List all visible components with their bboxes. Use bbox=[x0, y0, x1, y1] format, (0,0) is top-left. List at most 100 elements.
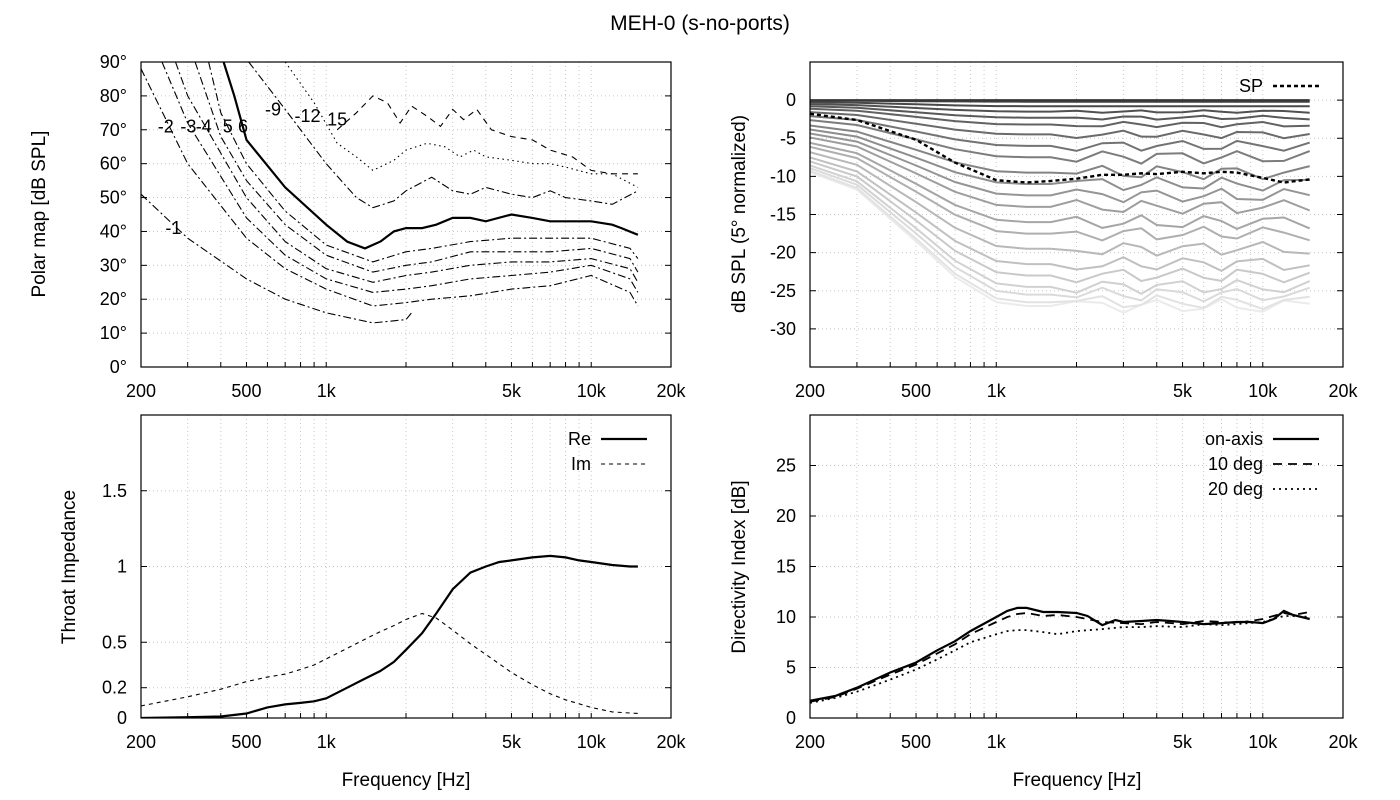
polar-response-line bbox=[810, 151, 1310, 257]
contour-line bbox=[284, 62, 639, 188]
plot-area bbox=[810, 606, 1310, 704]
legend-label: 20 deg bbox=[1208, 479, 1263, 499]
y-tick-label: 30° bbox=[100, 255, 127, 275]
di-curve bbox=[810, 606, 1310, 702]
y-tick-label: -5 bbox=[780, 128, 796, 148]
impedance-xlabel: Frequency [Hz] bbox=[342, 770, 471, 791]
contour-label: 6 bbox=[238, 116, 248, 136]
spl-panel: 200 500 1k 5k 10k 20k 0 -5 -10 -15 -20 -25 -30 SP bbox=[770, 61, 1359, 401]
legend-label: 10 deg bbox=[1208, 454, 1263, 474]
polar-response-line bbox=[810, 115, 1310, 152]
x-tick-label: 20k bbox=[656, 732, 686, 752]
polar-response-line bbox=[810, 132, 1310, 204]
y-tick-label: 40° bbox=[100, 221, 127, 241]
y-tick-label: -10 bbox=[770, 166, 796, 186]
contour-line bbox=[141, 68, 639, 307]
polar-response-line bbox=[810, 119, 1311, 165]
y-tick-label: -20 bbox=[770, 243, 796, 263]
y-tick-label: 0° bbox=[110, 357, 127, 377]
figure-title: MEH-0 (s-no-ports) bbox=[610, 12, 790, 35]
y-tick-label: 20 bbox=[776, 506, 796, 526]
contour-line bbox=[174, 62, 639, 283]
impedance-ylabel: Throat Impedance bbox=[59, 490, 80, 644]
y-tick-label: -25 bbox=[770, 281, 796, 301]
polar-response-line bbox=[810, 101, 1310, 108]
plot-frame bbox=[809, 414, 1344, 719]
x-tick-label: 200 bbox=[795, 732, 825, 752]
x-tick-label: 20k bbox=[1328, 381, 1358, 401]
x-tick-label: 10k bbox=[577, 381, 607, 401]
contour-label: -9 bbox=[265, 99, 281, 119]
legend-label: SP bbox=[1239, 76, 1263, 96]
y-tick-label: 50° bbox=[100, 188, 127, 208]
di-curve bbox=[810, 615, 1310, 704]
polar-response-line bbox=[810, 160, 1311, 284]
x-tick-label: 20k bbox=[656, 381, 686, 401]
contour-line bbox=[141, 193, 413, 324]
y-tick-label: 1.5 bbox=[102, 481, 127, 501]
contour-label: -2 bbox=[158, 116, 174, 136]
y-tick-label: 60° bbox=[100, 154, 127, 174]
x-tick-label: 1k bbox=[987, 732, 1007, 752]
contour-label: -3 bbox=[180, 116, 196, 136]
spl-ylabel: dB SPL (5° normalized) bbox=[729, 115, 750, 313]
polar-response-line bbox=[810, 111, 1310, 140]
y-tick-label: 0.5 bbox=[102, 632, 127, 652]
y-tick-label: 80° bbox=[100, 86, 127, 106]
x-tick-label: 5k bbox=[502, 381, 522, 401]
y-tick-label: 10 bbox=[776, 607, 796, 627]
plot-area bbox=[810, 99, 1311, 314]
x-tick-label: 20k bbox=[1328, 732, 1358, 752]
contour-line bbox=[194, 62, 639, 273]
contour-label: -4 bbox=[196, 116, 212, 136]
polar-response-line bbox=[810, 156, 1310, 273]
y-tick-label: 0.2 bbox=[102, 678, 127, 698]
legend-label: Re bbox=[568, 429, 591, 449]
x-tick-label: 1k bbox=[317, 732, 337, 752]
polar-response-line bbox=[810, 136, 1311, 215]
polar-ylabel: Polar map [dB SPL] bbox=[29, 131, 50, 298]
plot-frame bbox=[809, 61, 1344, 368]
contour-line bbox=[222, 62, 639, 250]
x-tick-label: 500 bbox=[901, 732, 931, 752]
x-tick-label: 10k bbox=[1248, 732, 1278, 752]
y-tick-label: 10° bbox=[100, 323, 127, 343]
directivity-panel: 200 500 1k 5k 10k 20k 0 5 10 15 20 25 on-axis 10 deg 2… bbox=[776, 414, 1359, 752]
polar-response-line bbox=[810, 107, 1310, 129]
di-xlabel: Frequency [Hz] bbox=[1013, 770, 1142, 791]
di-ylabel: Directivity Index [dB] bbox=[729, 480, 750, 653]
legend-label: on-axis bbox=[1205, 429, 1263, 449]
x-tick-label: 200 bbox=[795, 381, 825, 401]
x-tick-label: 200 bbox=[126, 732, 156, 752]
y-tick-label: 25 bbox=[776, 456, 796, 476]
polar-response-line bbox=[810, 145, 1310, 242]
contour-line bbox=[248, 62, 639, 209]
plot-area bbox=[141, 554, 638, 718]
polar-response-line bbox=[810, 164, 1311, 295]
polar-response-line bbox=[810, 103, 1310, 114]
x-tick-label: 10k bbox=[577, 732, 607, 752]
plot-frame bbox=[140, 414, 672, 719]
contour-label: 15 bbox=[327, 110, 347, 130]
y-tick-label: -30 bbox=[770, 319, 796, 339]
impedance-im-curve bbox=[141, 612, 638, 715]
contour-label: -12 bbox=[295, 106, 321, 126]
impedance-re-curve bbox=[141, 554, 638, 718]
impedance-panel: 200 500 1k 5k 10k 20k 0 0.2 0.5 1 1.5 Re Im bbox=[102, 414, 687, 752]
plot-frame bbox=[140, 61, 672, 368]
polar-response-line bbox=[810, 128, 1310, 192]
x-tick-label: 1k bbox=[987, 381, 1007, 401]
y-tick-label: 70° bbox=[100, 120, 127, 140]
y-tick-label: 20° bbox=[100, 289, 127, 309]
sp-curve bbox=[810, 112, 1310, 184]
contour-line bbox=[336, 95, 638, 175]
y-tick-label: 0 bbox=[786, 90, 796, 110]
y-tick-label: 90° bbox=[100, 52, 127, 72]
x-tick-label: 500 bbox=[231, 732, 261, 752]
polar-response-line bbox=[810, 167, 1311, 303]
contour-line bbox=[161, 62, 639, 293]
x-tick-label: 5k bbox=[1173, 732, 1193, 752]
y-tick-label: 0 bbox=[786, 708, 796, 728]
polar-response-line bbox=[810, 141, 1311, 230]
